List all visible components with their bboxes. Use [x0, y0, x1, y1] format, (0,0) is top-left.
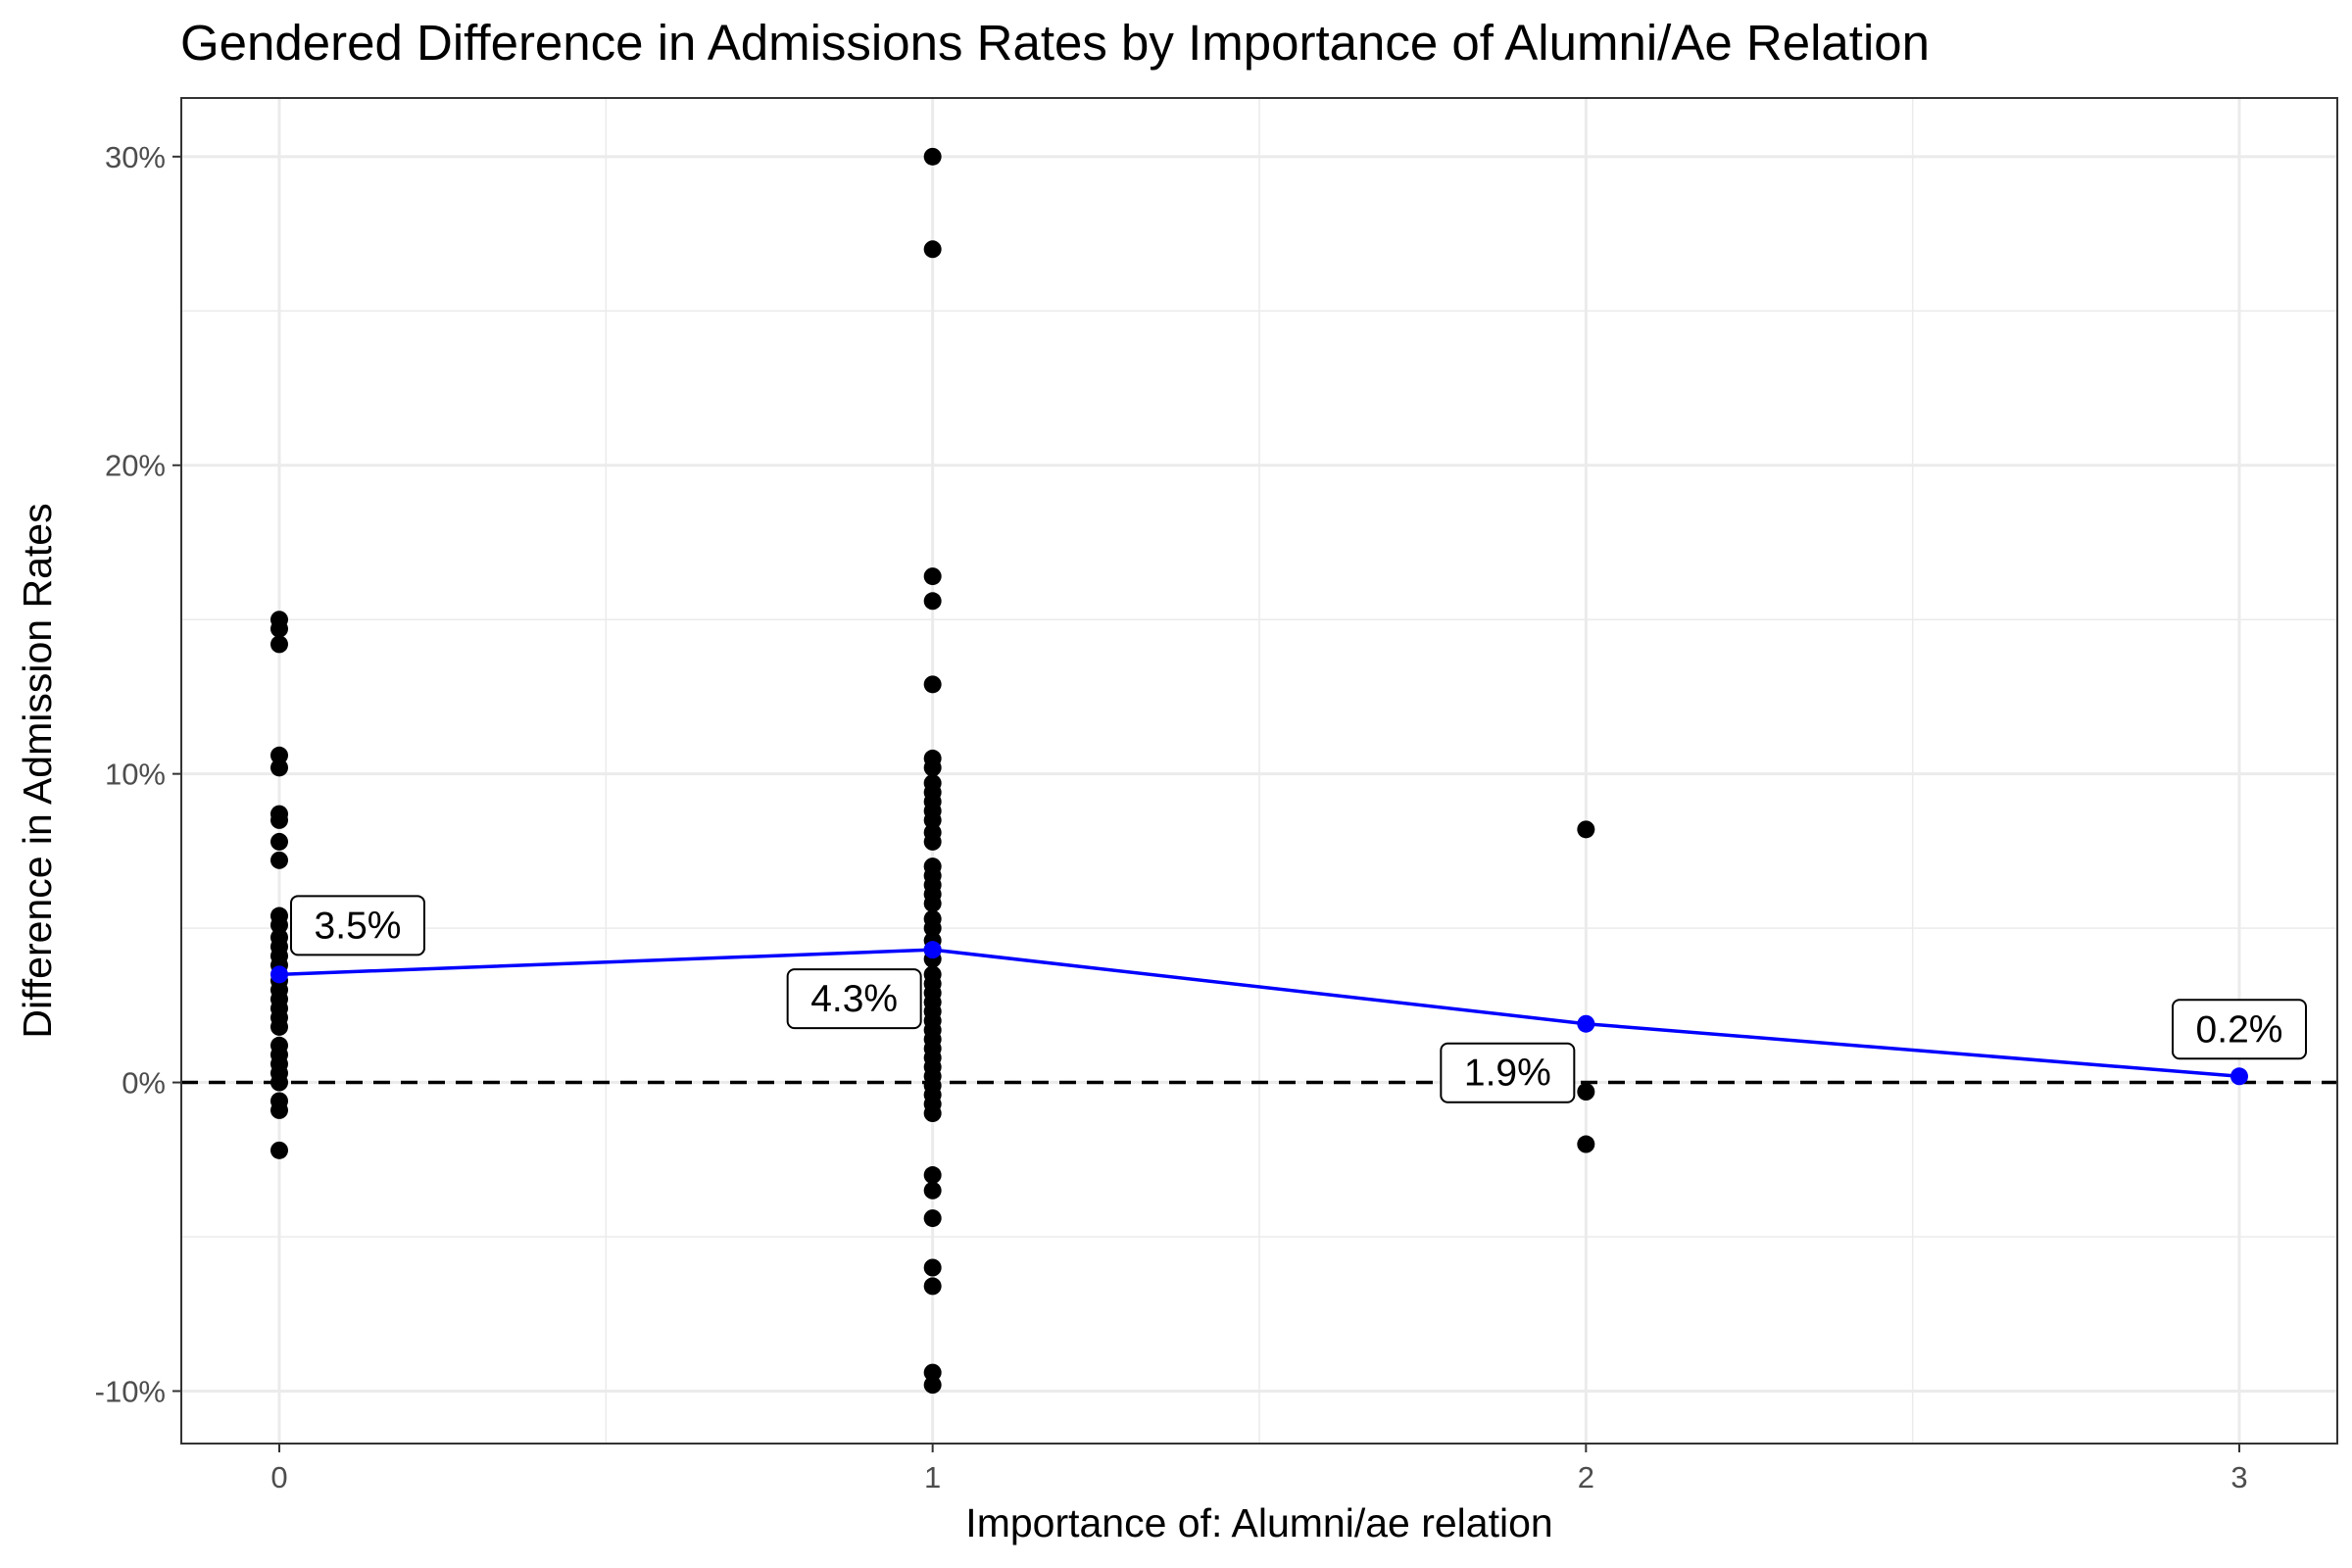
data-point	[270, 832, 288, 851]
mean-label: 1.9%	[1440, 1042, 1576, 1103]
data-point	[923, 1277, 942, 1296]
data-point	[270, 635, 288, 654]
data-point	[270, 746, 288, 764]
data-point	[923, 675, 942, 694]
mean-point	[2230, 1067, 2248, 1086]
data-point	[923, 759, 942, 777]
mean-label-text: 0.2%	[2196, 1008, 2283, 1051]
mean-label-text: 1.9%	[1464, 1053, 1551, 1095]
mean-label-text: 3.5%	[315, 905, 402, 947]
data-point	[923, 592, 942, 611]
y-tick-label: 10%	[105, 758, 166, 792]
data-point	[270, 1017, 288, 1036]
data-point	[270, 810, 288, 829]
data-point	[923, 919, 942, 938]
mean-labels: 3.5% 4.3% 1.9% 0.2%	[290, 895, 2307, 1103]
data-point	[1577, 1135, 1595, 1153]
panel-border	[180, 97, 2338, 1445]
data-point	[270, 851, 288, 869]
mean-label-box	[2172, 999, 2307, 1060]
mean-point	[923, 941, 942, 959]
mean-label: 0.2%	[2172, 999, 2307, 1060]
data-point	[923, 1104, 942, 1123]
mean-label-box	[1440, 1042, 1576, 1103]
y-tick-label: -10%	[95, 1374, 166, 1408]
data-points	[270, 147, 1595, 1395]
y-tick-label: 0%	[122, 1066, 166, 1101]
data-point	[270, 759, 288, 777]
grid	[181, 98, 2337, 1444]
data-point	[923, 1166, 942, 1185]
data-point	[270, 1101, 288, 1119]
data-point	[923, 567, 942, 586]
y-tick-label: 20%	[105, 449, 166, 483]
x-axis-ticks: 0 1 2 3	[270, 1444, 2248, 1494]
data-point	[923, 1363, 942, 1382]
mean-point	[270, 965, 288, 984]
data-point	[923, 832, 942, 851]
data-point	[923, 810, 942, 829]
y-tick-label: 30%	[105, 140, 166, 174]
data-point	[270, 1141, 288, 1159]
data-point	[923, 1181, 942, 1200]
data-point	[270, 619, 288, 638]
data-point	[923, 1258, 942, 1277]
data-point	[923, 894, 942, 912]
data-point	[1577, 820, 1595, 839]
x-tick-label: 1	[924, 1460, 941, 1494]
mean-label-box	[786, 968, 922, 1030]
y-axis-title: Difference in Admission Rates	[15, 503, 60, 1038]
mean-label-box	[290, 895, 425, 956]
x-tick-label: 0	[270, 1460, 287, 1494]
data-point	[270, 915, 288, 934]
data-point	[923, 1209, 942, 1228]
chart-title: Gendered Difference in Admissions Rates …	[180, 15, 1930, 71]
data-point	[1577, 1083, 1595, 1102]
y-axis-ticks: -10% 0% 10% 20% 30%	[95, 140, 181, 1408]
data-point	[270, 1073, 288, 1092]
data-point	[923, 147, 942, 166]
x-tick-label: 3	[2230, 1460, 2247, 1494]
mean-point	[1577, 1014, 1595, 1033]
x-tick-label: 2	[1578, 1460, 1594, 1494]
mean-label-text: 4.3%	[810, 978, 898, 1020]
mean-line	[270, 941, 2248, 1086]
mean-label: 3.5%	[290, 895, 425, 956]
data-point	[923, 1376, 942, 1395]
mean-label: 4.3%	[786, 968, 922, 1030]
mean-line-path	[278, 948, 2240, 1079]
x-axis-title: Importance of: Alumni/ae relation	[965, 1500, 1552, 1545]
data-point	[923, 240, 942, 259]
